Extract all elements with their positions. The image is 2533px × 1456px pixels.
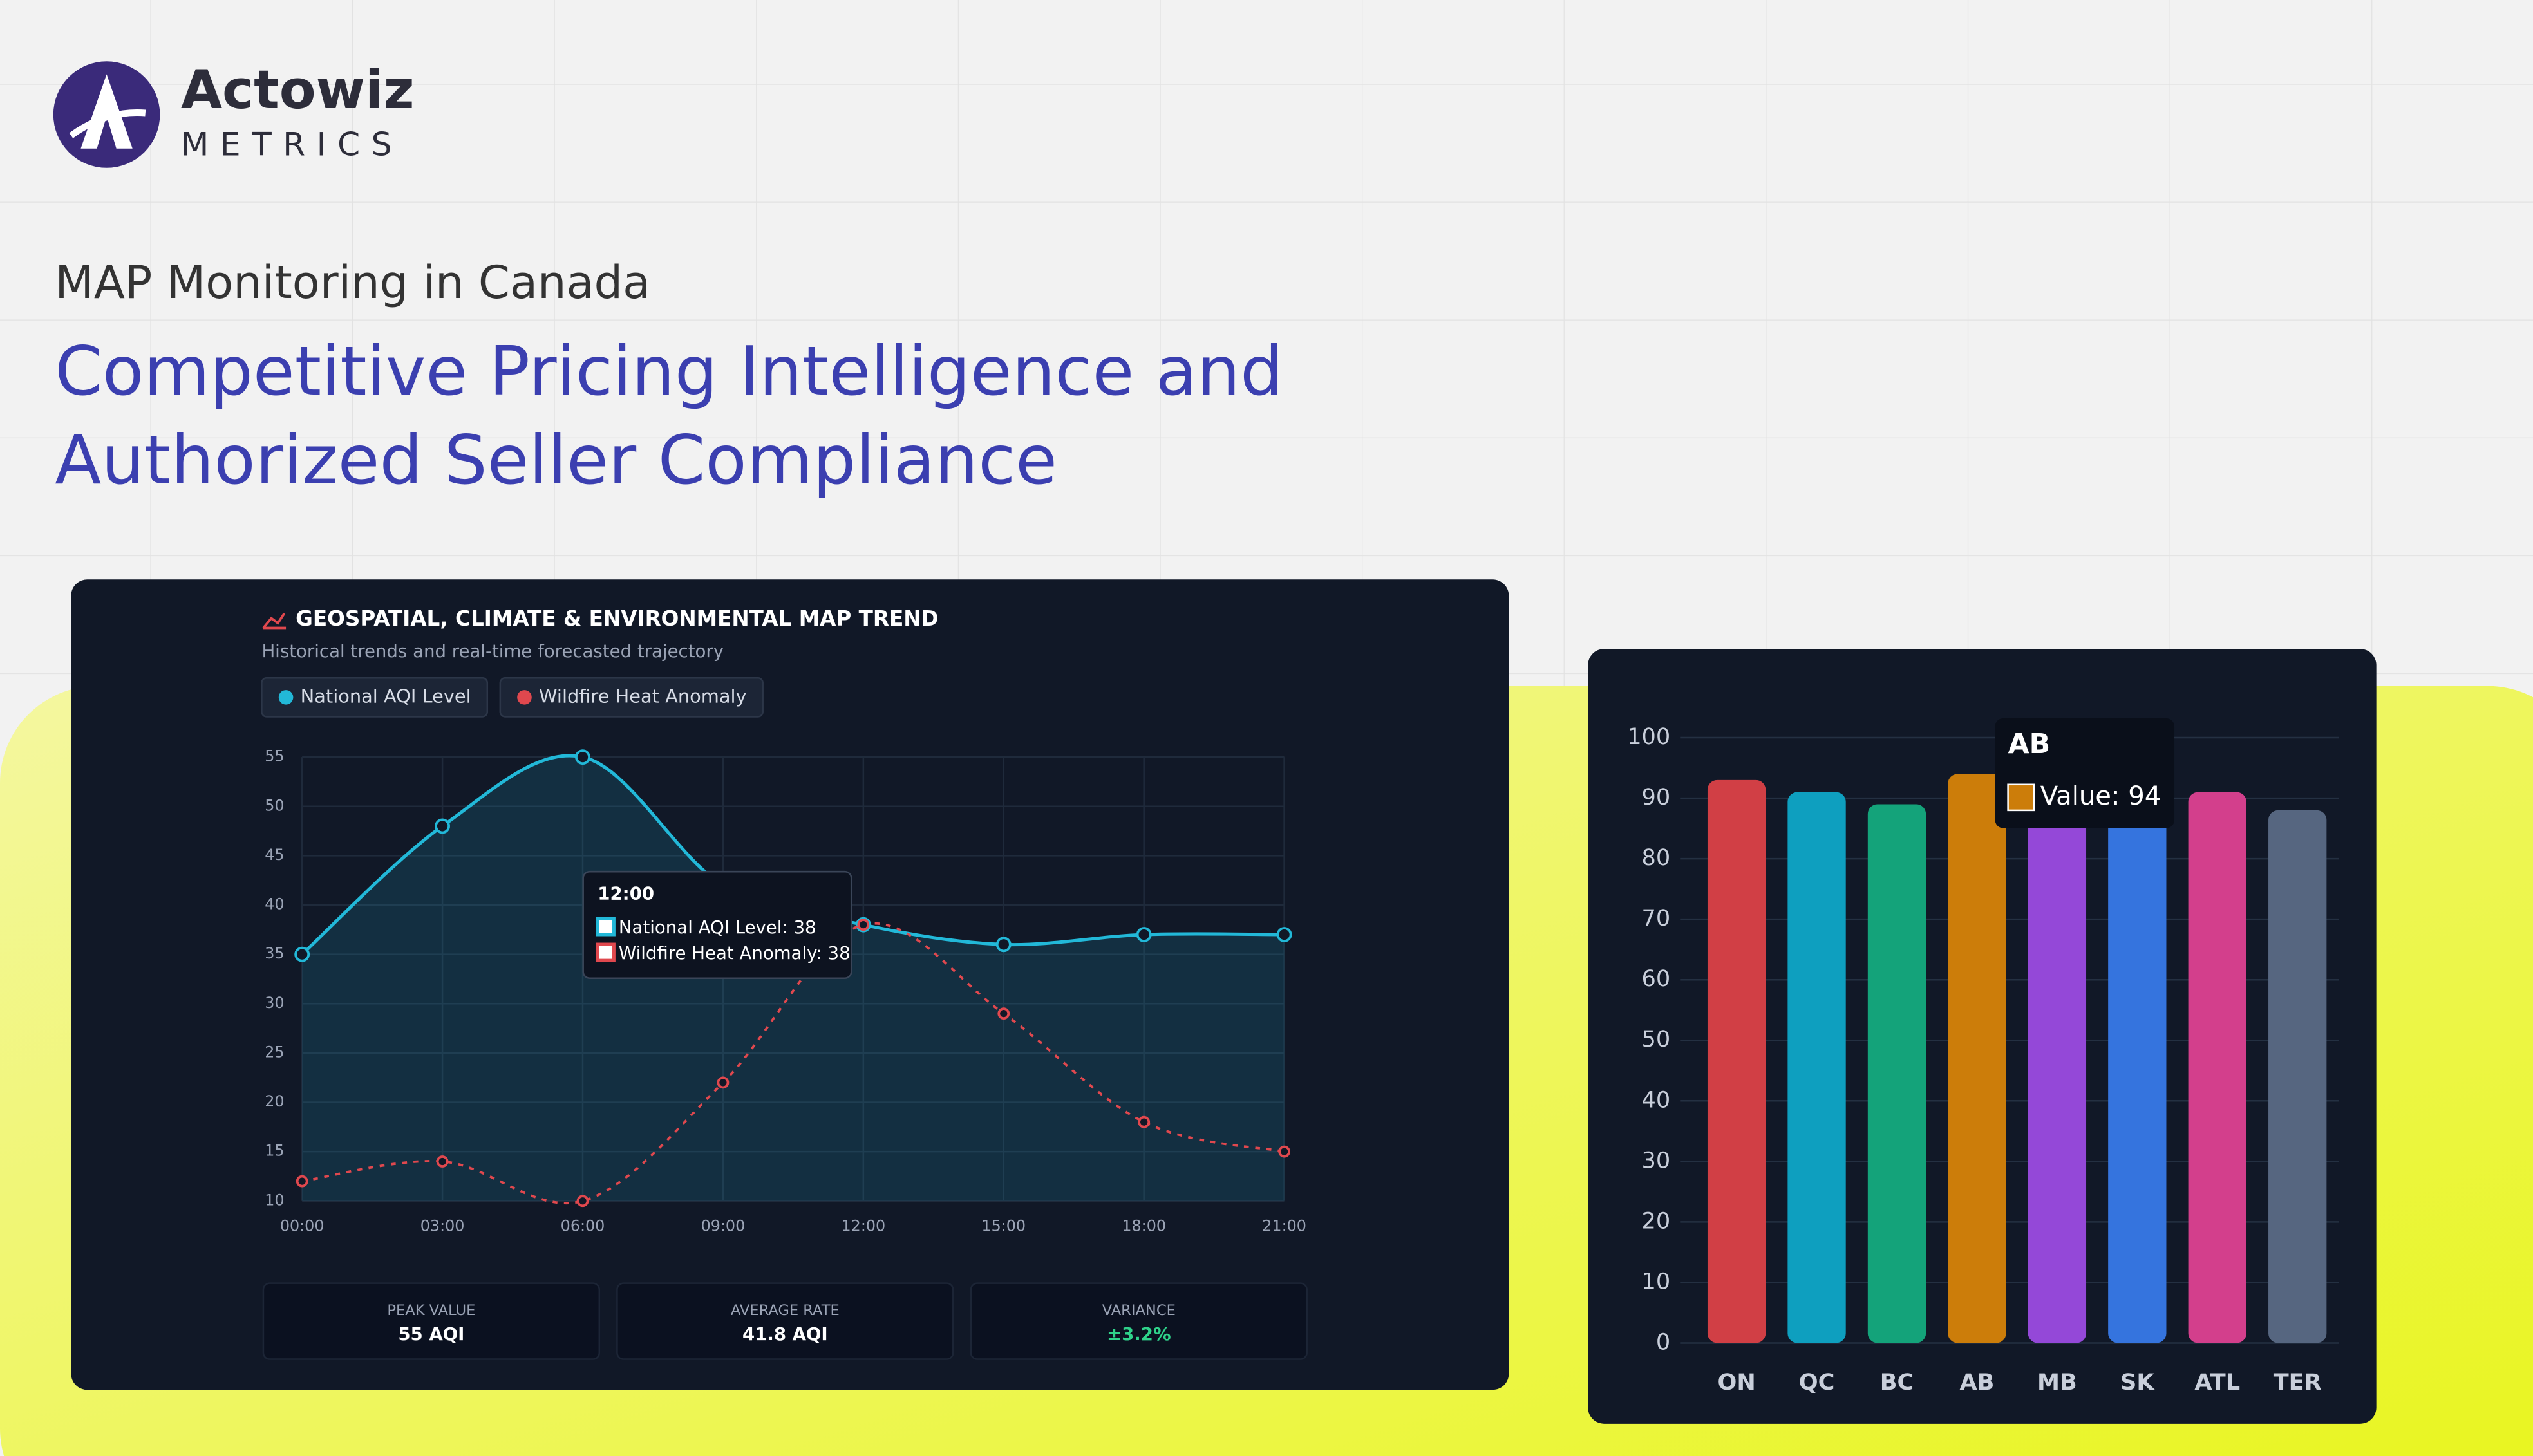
point bbox=[1136, 927, 1152, 942]
chart-title: GEOSPATIAL, CLIMATE & ENVIRONMENTAL MAP … bbox=[296, 606, 938, 631]
x-tick-label: 09:00 bbox=[701, 1217, 746, 1235]
y-tick-label: 30 bbox=[1642, 1147, 1671, 1173]
bar bbox=[1948, 774, 2006, 1343]
y-tick-label: 10 bbox=[1642, 1268, 1671, 1294]
point bbox=[1278, 1145, 1291, 1158]
tooltip-line: Wildfire Heat Anomaly: 38 bbox=[619, 942, 851, 964]
x-tick-label: SK bbox=[2120, 1369, 2155, 1395]
bar bbox=[2108, 804, 2167, 1343]
bar bbox=[2188, 792, 2246, 1343]
stat-label: VARIANCE bbox=[1102, 1302, 1176, 1319]
x-tick-label: TER bbox=[2274, 1369, 2322, 1395]
x-tick-label: ATL bbox=[2194, 1369, 2240, 1395]
y-tick-label: 70 bbox=[1642, 905, 1671, 931]
chart-subtitle: Historical trends and real-time forecast… bbox=[261, 640, 724, 662]
point bbox=[294, 946, 310, 962]
bar-chart: 0 10 20 30 40 50 60 70 80 90 100 ON QC BC AB MB SK ATL TER… bbox=[1627, 718, 2339, 1395]
y-tick-label: 35 bbox=[265, 944, 284, 962]
stat-box bbox=[970, 1282, 1308, 1360]
x-tick-label: 00:00 bbox=[280, 1217, 325, 1235]
y-tick-label: 80 bbox=[1642, 845, 1671, 871]
brand: Actowiz bbox=[181, 59, 415, 121]
x-tick-label: 03:00 bbox=[420, 1217, 465, 1235]
logo bbox=[53, 61, 160, 168]
y-tick-label: 20 bbox=[265, 1092, 284, 1110]
tooltip bbox=[1995, 718, 2175, 828]
tooltip-swatch bbox=[596, 942, 616, 962]
series-line bbox=[301, 922, 1285, 1205]
y-tick-label: 40 bbox=[265, 895, 284, 913]
x-tick-label: BC bbox=[1880, 1369, 1914, 1395]
y-tick-label: 45 bbox=[265, 846, 284, 864]
headline: Competitive Pricing Intelligence and bbox=[55, 331, 1283, 411]
point bbox=[1276, 927, 1292, 942]
subtitle: MAP Monitoring in Canada bbox=[55, 256, 650, 309]
point bbox=[717, 1076, 730, 1089]
legend-swatch bbox=[517, 690, 532, 705]
headline: Authorized Seller Compliance bbox=[55, 420, 1057, 499]
bar bbox=[1707, 779, 1766, 1343]
legend-label: National AQI Level bbox=[301, 685, 471, 707]
stat-box bbox=[616, 1282, 954, 1360]
point bbox=[575, 749, 590, 765]
y-tick-label: 100 bbox=[1627, 723, 1670, 750]
line-chart: GEOSPATIAL, CLIMATE & ENVIRONMENTAL MAP … bbox=[261, 606, 1308, 1360]
stat-label: AVERAGE RATE bbox=[731, 1302, 840, 1319]
bar bbox=[1867, 804, 1926, 1343]
stat-box bbox=[262, 1282, 601, 1360]
x-tick-label: 18:00 bbox=[1122, 1217, 1166, 1235]
y-tick-label: 55 bbox=[265, 747, 284, 765]
title-icon bbox=[262, 612, 287, 630]
tooltip-line: Value: 94 bbox=[2040, 781, 2161, 811]
tooltip bbox=[582, 870, 852, 979]
point bbox=[435, 818, 451, 834]
point bbox=[1138, 1115, 1151, 1128]
point bbox=[997, 1007, 1010, 1020]
stat-value: ±3.2% bbox=[1107, 1323, 1171, 1345]
point bbox=[995, 937, 1012, 953]
point bbox=[296, 1175, 308, 1188]
y-tick-label: 0 bbox=[1656, 1329, 1670, 1355]
y-tick-label: 40 bbox=[1642, 1087, 1671, 1113]
y-tick-label: 50 bbox=[1642, 1026, 1671, 1052]
stat-value: 55 AQI bbox=[398, 1323, 464, 1345]
y-tick-label: 60 bbox=[1642, 966, 1671, 992]
legend-box bbox=[499, 677, 764, 718]
tooltip-title: AB bbox=[2008, 728, 2050, 760]
legend-box bbox=[261, 677, 489, 718]
bar bbox=[1787, 792, 1846, 1343]
bar bbox=[2028, 798, 2087, 1343]
bar bbox=[2268, 810, 2327, 1343]
legend-label: Wildfire Heat Anomaly bbox=[539, 685, 747, 707]
tooltip-swatch bbox=[2007, 783, 2035, 812]
x-tick-label: 15:00 bbox=[981, 1217, 1026, 1235]
x-tick-label: QC bbox=[1799, 1369, 1835, 1395]
x-tick-label: 12:00 bbox=[842, 1217, 886, 1235]
y-tick-label: 50 bbox=[265, 796, 284, 814]
line-card bbox=[71, 579, 1509, 1390]
x-tick-label: AB bbox=[1959, 1369, 1994, 1395]
tooltip-swatch bbox=[596, 917, 616, 937]
brand-sub: METRICS bbox=[181, 126, 403, 163]
point bbox=[436, 1155, 449, 1168]
legend-swatch bbox=[278, 690, 294, 705]
point bbox=[576, 1195, 589, 1208]
y-tick-label: 20 bbox=[1642, 1208, 1671, 1234]
tooltip-title: 12:00 bbox=[598, 882, 654, 904]
stat-value: 41.8 AQI bbox=[742, 1323, 828, 1345]
y-tick-label: 25 bbox=[265, 1043, 284, 1061]
y-tick-label: 30 bbox=[265, 994, 284, 1012]
x-tick-label: 06:00 bbox=[561, 1217, 605, 1235]
x-tick-label: ON bbox=[1717, 1369, 1755, 1395]
point bbox=[857, 919, 870, 931]
stat-label: PEAK VALUE bbox=[387, 1302, 475, 1319]
x-tick-label: 21:00 bbox=[1262, 1217, 1306, 1235]
y-tick-label: 15 bbox=[265, 1142, 284, 1160]
y-tick-label: 90 bbox=[1642, 784, 1671, 810]
y-tick-label: 10 bbox=[265, 1191, 284, 1209]
x-tick-label: MB bbox=[2037, 1369, 2077, 1395]
tooltip-line: National AQI Level: 38 bbox=[619, 917, 816, 938]
